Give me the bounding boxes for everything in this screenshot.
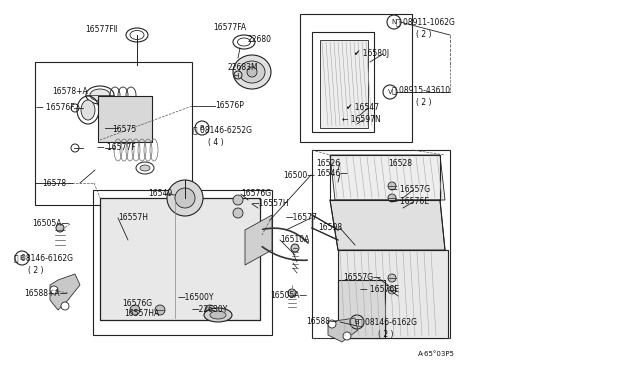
Bar <box>312 32 374 132</box>
Bar <box>35 62 192 205</box>
Text: 16557H: 16557H <box>118 214 148 222</box>
Bar <box>93 190 272 335</box>
Circle shape <box>233 208 243 218</box>
Ellipse shape <box>204 308 232 322</box>
Text: — 16557G: — 16557G <box>390 186 430 195</box>
Text: — 16576E: — 16576E <box>360 285 399 295</box>
Circle shape <box>388 286 396 294</box>
Text: 16578—: 16578— <box>42 179 74 187</box>
Text: —16500Y: —16500Y <box>178 294 214 302</box>
Polygon shape <box>50 274 80 310</box>
Circle shape <box>388 274 396 282</box>
Text: N: N <box>392 19 397 25</box>
Text: ( 2 ): ( 2 ) <box>378 330 394 339</box>
Circle shape <box>233 195 243 205</box>
Polygon shape <box>330 200 445 250</box>
Text: 16557HA: 16557HA <box>124 308 159 317</box>
Text: B: B <box>355 319 360 325</box>
Polygon shape <box>98 96 152 142</box>
Text: Ⓑ 08146-6252G: Ⓑ 08146-6252G <box>193 125 252 135</box>
Text: B: B <box>20 255 24 261</box>
Text: ⓝ 08911-1062G: ⓝ 08911-1062G <box>396 17 455 26</box>
Polygon shape <box>338 250 448 338</box>
Circle shape <box>167 180 203 216</box>
Text: —16577: —16577 <box>286 214 318 222</box>
Circle shape <box>205 305 215 315</box>
Text: ( 2 ): ( 2 ) <box>416 29 431 38</box>
Text: —16557H: —16557H <box>252 199 290 208</box>
Text: ( 2 ): ( 2 ) <box>416 97 431 106</box>
Text: 16510A: 16510A <box>280 235 309 244</box>
Text: 16588—: 16588— <box>306 317 338 327</box>
Circle shape <box>288 289 296 297</box>
Text: 16577FA: 16577FA <box>213 23 246 32</box>
Circle shape <box>343 332 351 340</box>
Text: 16576G: 16576G <box>241 189 271 199</box>
Text: 16598: 16598 <box>318 224 342 232</box>
Bar <box>300 14 412 142</box>
Circle shape <box>50 286 58 294</box>
Text: — 16576F: — 16576F <box>36 103 75 112</box>
Ellipse shape <box>81 100 95 120</box>
Circle shape <box>130 305 140 315</box>
Text: — 16577F: — 16577F <box>97 144 136 153</box>
Polygon shape <box>100 198 260 320</box>
Ellipse shape <box>247 67 257 77</box>
Text: B: B <box>200 125 204 131</box>
Text: ( 2 ): ( 2 ) <box>28 266 44 275</box>
Bar <box>338 250 448 338</box>
Circle shape <box>155 305 165 315</box>
Text: 16505A—: 16505A— <box>270 291 307 299</box>
Circle shape <box>388 194 396 202</box>
Text: 22683M: 22683M <box>228 64 259 73</box>
Text: A·65°03P5: A·65°03P5 <box>418 351 455 357</box>
Circle shape <box>175 188 195 208</box>
Text: 16528: 16528 <box>388 158 412 167</box>
Text: —22630Y: —22630Y <box>192 305 228 314</box>
Ellipse shape <box>239 61 265 83</box>
Text: Ⓑ 08146-6162G: Ⓑ 08146-6162G <box>14 253 73 263</box>
Text: V: V <box>388 89 392 95</box>
Polygon shape <box>330 155 445 200</box>
Polygon shape <box>328 318 358 342</box>
Bar <box>338 280 385 338</box>
Text: 16546—: 16546— <box>316 170 348 179</box>
Circle shape <box>388 182 396 190</box>
Text: 16577FⅡ: 16577FⅡ <box>85 26 117 35</box>
Text: 16557G—: 16557G— <box>343 273 381 282</box>
Text: ✔ 16547: ✔ 16547 <box>346 103 379 112</box>
Circle shape <box>234 71 242 79</box>
Text: 16575: 16575 <box>112 125 136 135</box>
Text: 16578+A: 16578+A <box>52 87 88 96</box>
Ellipse shape <box>90 89 110 101</box>
Circle shape <box>61 302 69 310</box>
Circle shape <box>291 244 299 252</box>
Text: Ⓥ 08915-43610: Ⓥ 08915-43610 <box>392 86 450 94</box>
Bar <box>312 150 450 338</box>
Text: ✔ 16580J: ✔ 16580J <box>354 49 389 58</box>
Ellipse shape <box>210 311 226 319</box>
Text: 16576P: 16576P <box>215 102 244 110</box>
Text: Ⓑ 08146-6162G: Ⓑ 08146-6162G <box>358 317 417 327</box>
Text: — 16576E: — 16576E <box>390 198 429 206</box>
Circle shape <box>56 224 64 232</box>
Ellipse shape <box>233 55 271 89</box>
Polygon shape <box>245 215 272 265</box>
Bar <box>100 198 260 320</box>
Bar <box>98 96 152 142</box>
Circle shape <box>328 320 336 328</box>
Text: 16526: 16526 <box>316 158 340 167</box>
Text: ( 4 ): ( 4 ) <box>208 138 223 147</box>
Text: 16588+A—: 16588+A— <box>24 289 67 298</box>
Text: 16500—: 16500— <box>283 170 315 180</box>
Polygon shape <box>320 40 368 128</box>
Text: 16549: 16549 <box>148 189 172 199</box>
Text: 22680: 22680 <box>248 35 272 45</box>
Polygon shape <box>338 280 385 338</box>
Text: ← 16597N: ← 16597N <box>342 115 381 125</box>
Text: 16505A—: 16505A— <box>32 219 69 228</box>
Bar <box>330 155 440 200</box>
Ellipse shape <box>140 165 150 171</box>
Text: 16576G: 16576G <box>122 298 152 308</box>
